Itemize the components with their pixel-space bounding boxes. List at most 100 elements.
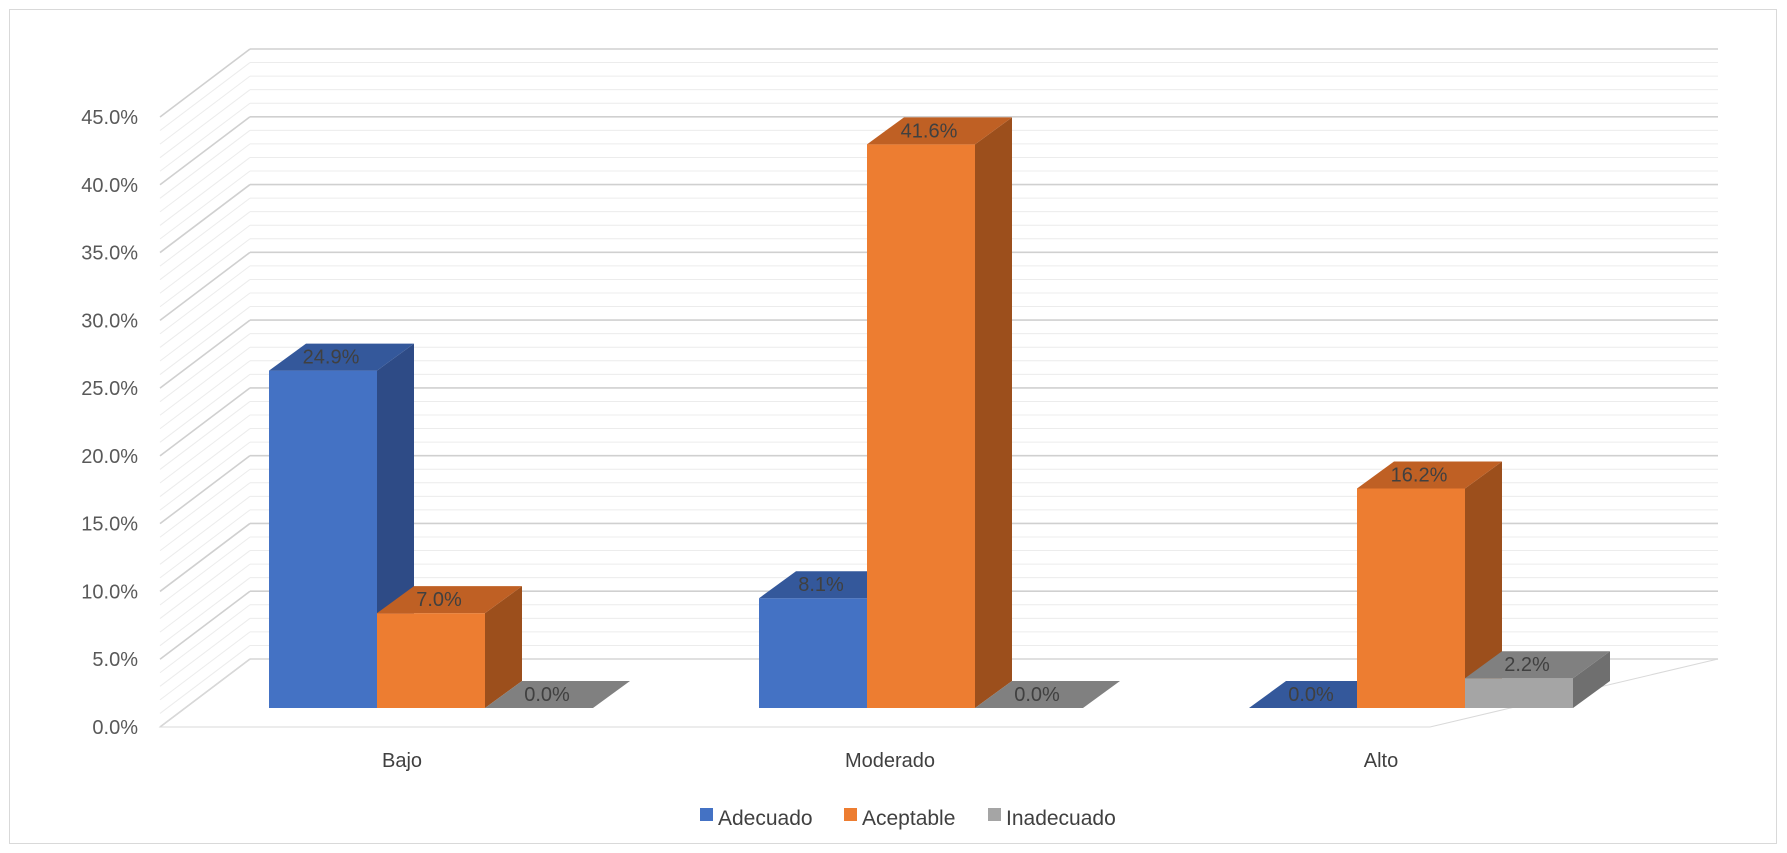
y-tick-label: 40.0% bbox=[81, 175, 138, 197]
x-axis: Bajo Moderado Alto bbox=[382, 750, 1398, 772]
bar-top bbox=[377, 586, 522, 614]
y-tick-label: 5.0% bbox=[92, 649, 138, 671]
y-tick-label: 35.0% bbox=[81, 243, 138, 265]
side-gridline bbox=[159, 170, 251, 240]
y-tick-label: 45.0% bbox=[81, 107, 138, 129]
bar-side bbox=[975, 117, 1012, 708]
side-gridline bbox=[159, 401, 251, 470]
data-label: 8.1% bbox=[798, 574, 844, 596]
y-tick-label: 20.0% bbox=[81, 446, 138, 468]
side-gridline bbox=[159, 563, 251, 633]
side-gridline bbox=[159, 373, 251, 443]
side-gridline bbox=[159, 62, 251, 131]
side-gridline bbox=[159, 360, 251, 430]
side-gridline bbox=[159, 116, 251, 186]
bar-top bbox=[269, 343, 414, 371]
y-tick-label: 0.0% bbox=[92, 717, 138, 739]
legend-label: Aceptable bbox=[862, 807, 955, 830]
side-gridline bbox=[159, 495, 251, 565]
bars bbox=[269, 117, 1610, 708]
y-tick-label: 15.0% bbox=[81, 514, 138, 536]
legend-item: Aceptable bbox=[844, 807, 955, 830]
bar bbox=[377, 586, 522, 708]
side-gridline bbox=[159, 617, 251, 687]
side-gridline bbox=[159, 645, 251, 714]
bar-top bbox=[1357, 461, 1502, 489]
legend-label: Adecuado bbox=[718, 807, 813, 830]
side-gridline bbox=[159, 536, 251, 606]
legend-swatch bbox=[844, 808, 857, 821]
side-gridline bbox=[159, 509, 251, 579]
side-gridline bbox=[159, 604, 251, 674]
category-label: Bajo bbox=[382, 750, 422, 772]
y-tick-label: 25.0% bbox=[81, 378, 138, 400]
side-gridline bbox=[159, 75, 251, 145]
y-axis: 0.0% 5.0% 10.0% 15.0% 20.0% 25.0% 30.0% 35.0% 40… bbox=[81, 107, 138, 739]
side-gridline bbox=[159, 143, 251, 213]
side-gridline bbox=[159, 441, 251, 511]
y-tick-label: 30.0% bbox=[81, 310, 138, 332]
bar-side bbox=[485, 586, 522, 708]
data-label: 24.9% bbox=[303, 347, 360, 369]
side-gridline bbox=[159, 279, 251, 348]
legend-item: Inadecuado bbox=[988, 807, 1116, 830]
data-label: 0.0% bbox=[1288, 684, 1334, 706]
legend-item: Adecuado bbox=[700, 807, 813, 830]
bar-front bbox=[377, 613, 485, 708]
bar bbox=[867, 117, 1012, 708]
legend-swatch bbox=[988, 808, 1001, 821]
bar-front bbox=[867, 144, 975, 708]
side-gridline bbox=[159, 468, 251, 538]
side-gridline bbox=[159, 89, 251, 159]
bar bbox=[485, 681, 630, 708]
side-gridline bbox=[159, 265, 251, 335]
data-label: 0.0% bbox=[1014, 684, 1060, 706]
legend-label: Inadecuado bbox=[1006, 807, 1116, 830]
data-label: 16.2% bbox=[1391, 464, 1448, 486]
side-gridline bbox=[159, 157, 251, 226]
bar-front bbox=[269, 370, 377, 708]
side-gridline bbox=[159, 346, 251, 416]
legend-swatch bbox=[700, 808, 713, 821]
side-gridline bbox=[159, 197, 251, 267]
side-gridline bbox=[159, 455, 251, 525]
bar-front bbox=[1357, 488, 1465, 708]
data-label: 2.2% bbox=[1504, 654, 1550, 676]
side-gridline bbox=[159, 319, 251, 389]
data-label: 41.6% bbox=[901, 120, 958, 142]
bar bbox=[975, 681, 1120, 708]
side-gridline bbox=[159, 306, 251, 375]
side-gridline bbox=[159, 631, 251, 701]
side-gridline bbox=[159, 102, 251, 172]
side-gridline bbox=[159, 224, 251, 294]
side-gridline bbox=[159, 428, 251, 497]
bar bbox=[1465, 651, 1610, 708]
y-tick-label: 10.0% bbox=[81, 581, 138, 603]
side-gridline bbox=[159, 48, 251, 118]
side-gridline bbox=[159, 550, 251, 619]
category-label: Alto bbox=[1364, 750, 1398, 772]
side-gridline bbox=[159, 251, 251, 321]
side-gridline bbox=[159, 387, 251, 457]
floor bbox=[158, 658, 1719, 728]
bar-front bbox=[1465, 678, 1573, 708]
bar-top bbox=[975, 681, 1120, 708]
legend: Adecuado Aceptable Inadecuado bbox=[700, 807, 1116, 830]
side-gridline bbox=[159, 129, 251, 199]
bar-top bbox=[1465, 651, 1610, 679]
side-gridline bbox=[159, 333, 251, 403]
side-gridline bbox=[159, 238, 251, 308]
bar-front bbox=[759, 598, 867, 708]
side-gridline bbox=[159, 183, 251, 254]
bar-top bbox=[867, 117, 1012, 145]
data-label: 7.0% bbox=[416, 589, 462, 611]
side-gridline bbox=[159, 414, 251, 484]
bar-side bbox=[1573, 651, 1610, 708]
data-labels: 24.9% 8.1% 0.0% 7.0% 41.6% 16.2% 0.0% 0.0% 2.2% bbox=[303, 120, 1550, 706]
side-gridline bbox=[159, 577, 251, 647]
bar-top bbox=[485, 681, 630, 708]
side-gridline bbox=[159, 482, 251, 552]
bar-side bbox=[1465, 461, 1502, 708]
